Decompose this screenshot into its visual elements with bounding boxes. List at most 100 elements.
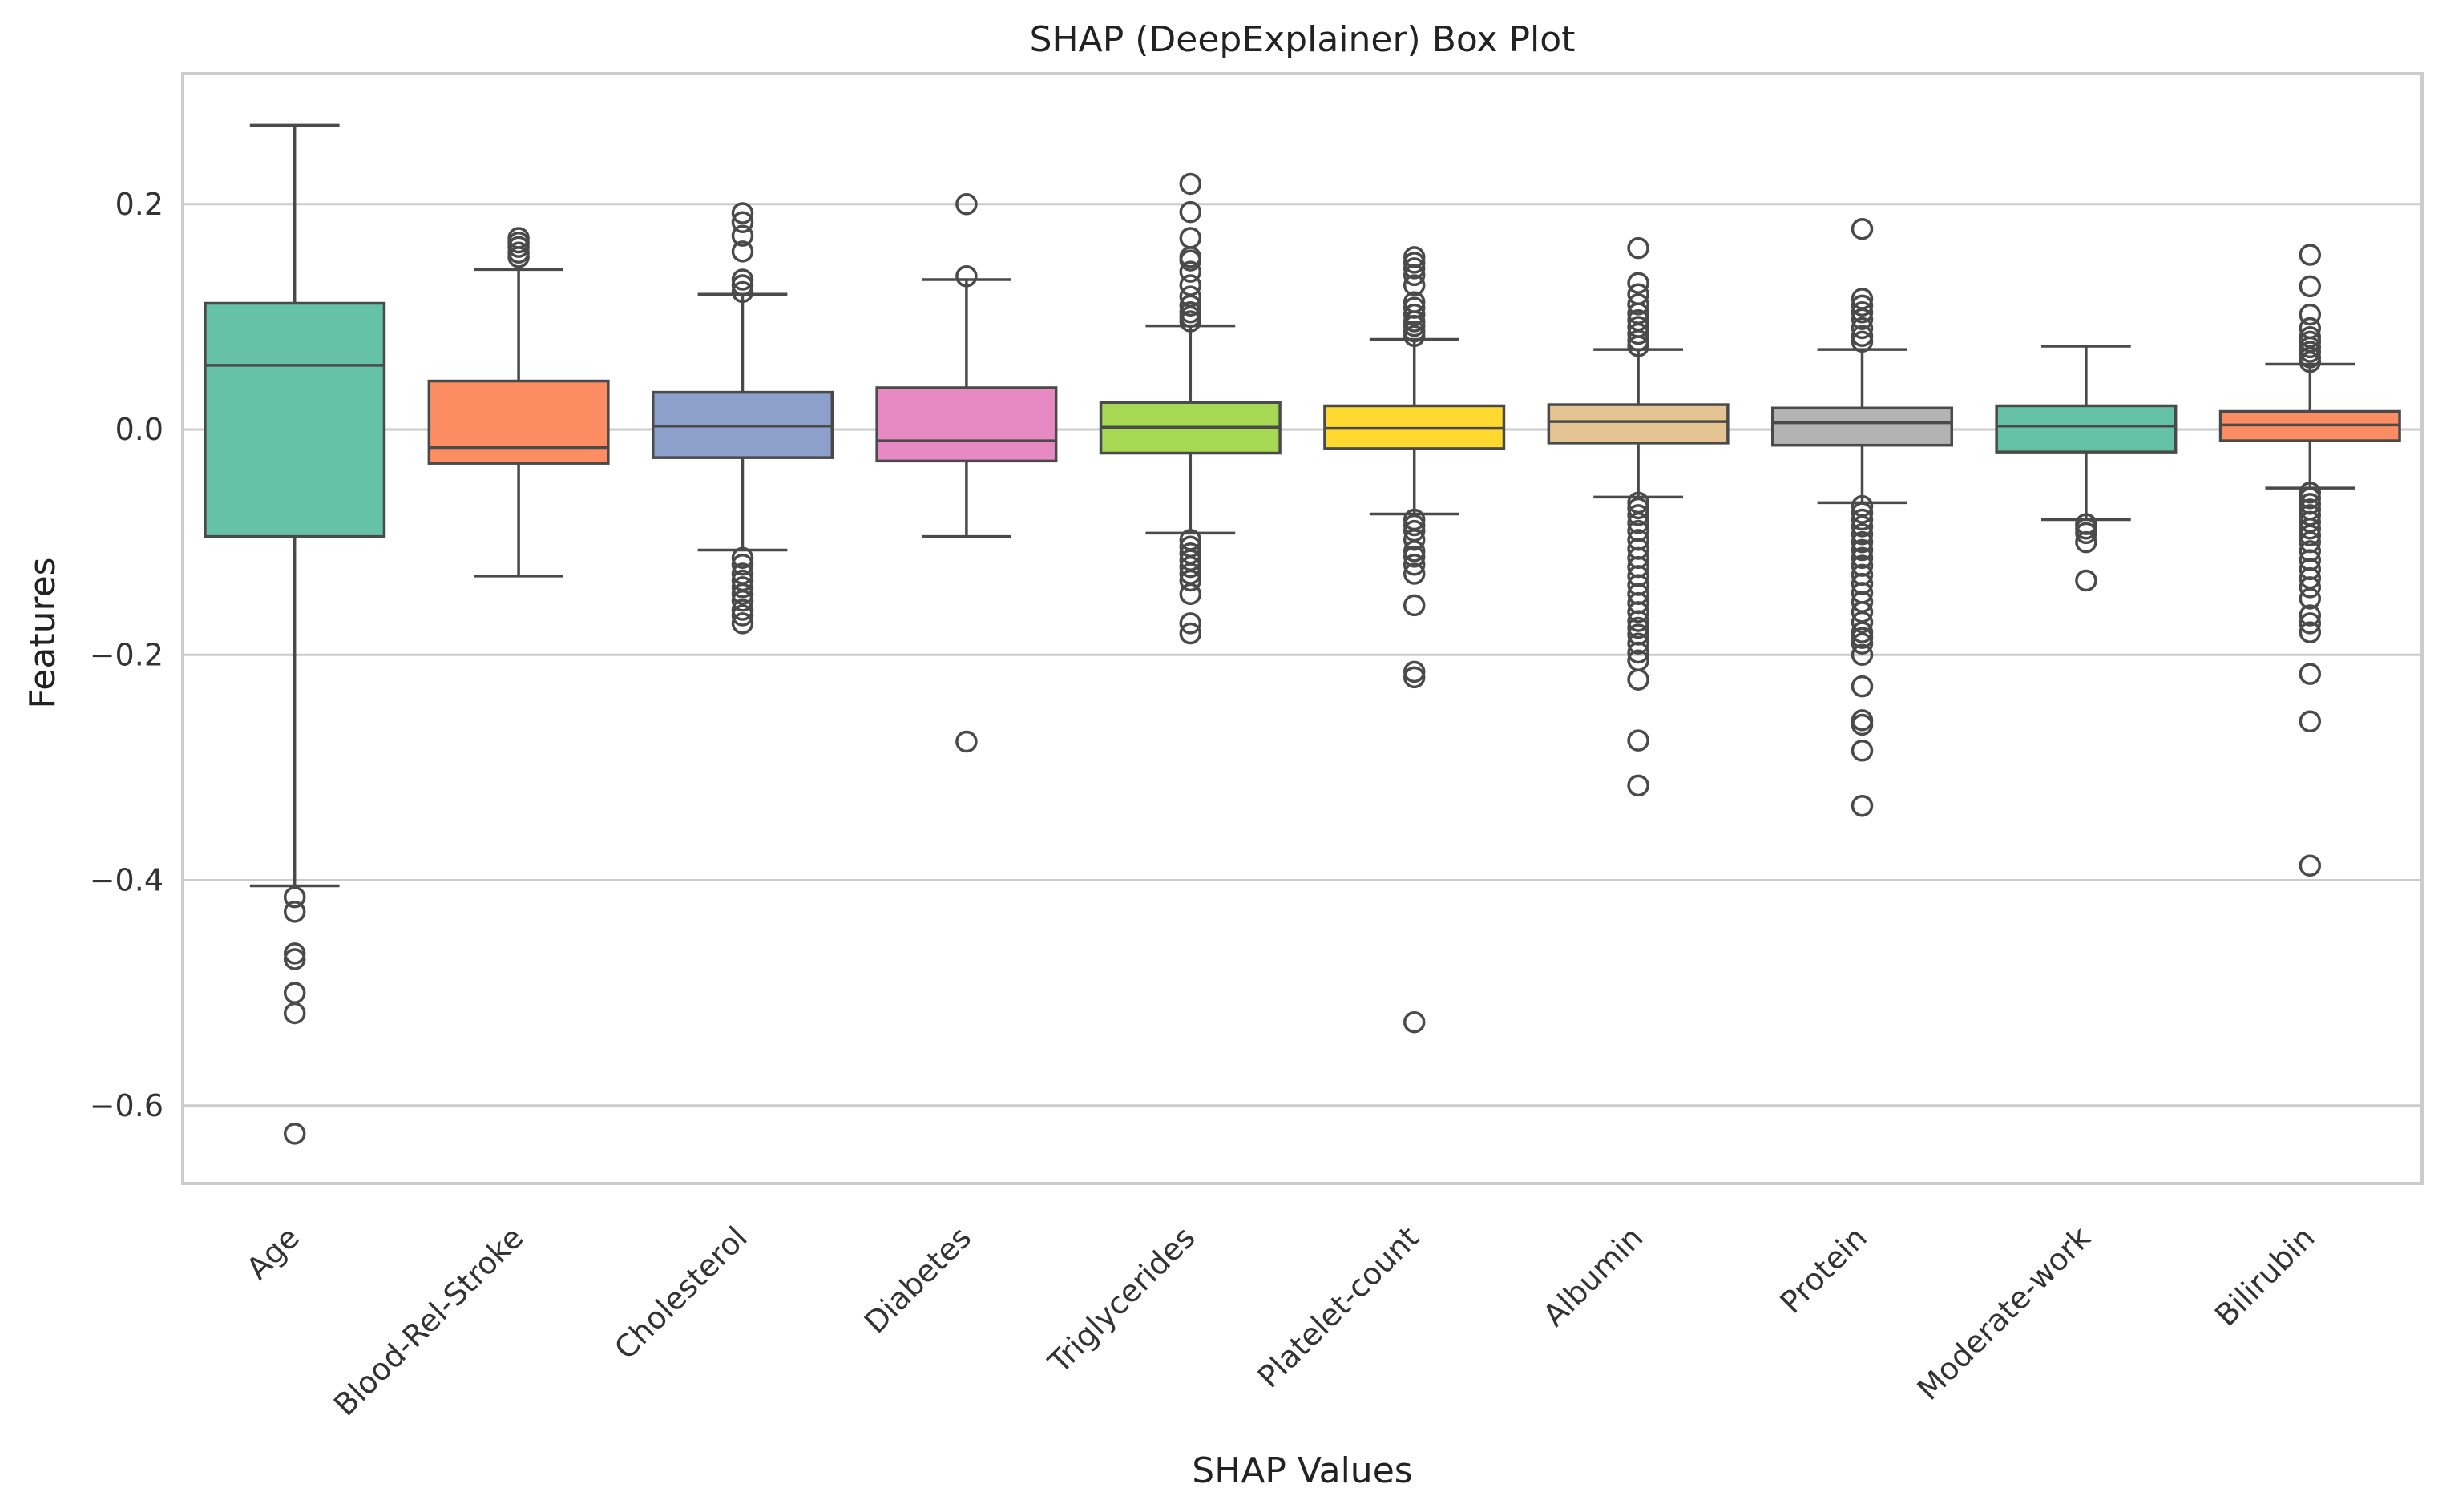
outlier-point [283,1123,306,1145]
outlier-point [731,268,754,291]
box-bilirubin [2218,244,2401,877]
outlier-point [1179,569,1202,592]
box-platelet-count [1323,246,1506,1034]
outlier-point [1851,643,1874,666]
y-axis-label: Features [22,557,63,708]
outlier-point [1851,530,1874,554]
outlier-point [2299,244,2322,266]
outlier-point [1179,172,1202,196]
outlier-point [283,982,306,1004]
outlier-point [2299,604,2322,627]
outlier-point [1403,296,1426,319]
box-albumin [1547,236,1730,797]
outlier-point [2075,569,2097,592]
outlier-point [1851,675,1874,698]
outlier-point [731,554,754,576]
outlier-point [2299,612,2322,635]
outlier-point [1627,272,1649,294]
outlier-point [1627,668,1649,691]
outlier-point [1179,583,1202,606]
outlier-point [2299,487,2322,510]
box-blood-rel-stroke [427,227,610,578]
outlier-point [1851,301,1874,324]
outlier-point [1403,529,1426,551]
outlier-point [955,193,978,216]
outlier-point [731,612,754,635]
outlier-point [1851,317,1874,340]
outlier-point [1851,330,1874,353]
outlier-point [1179,200,1202,224]
outlier-point [1627,601,1649,623]
outlier-point [1627,293,1649,316]
x-tick-labels: Age Blood-Rel-Stroke Cholesterol Diabetes Tr… [240,1220,2322,1422]
outlier-point [1627,641,1649,664]
outlier-point [1403,257,1426,280]
x-tick-label: Diabetes [858,1220,978,1340]
x-tick-label: Protein [1774,1220,1874,1320]
outlier-point [1851,515,1874,538]
outlier-point [1403,594,1426,617]
outlier-point [1403,274,1426,296]
outlier-point [1851,523,1874,546]
outlier-point [731,202,754,224]
outlier-point [2299,587,2322,610]
outlier-point [731,546,754,570]
box-triglycerides [1099,172,1282,645]
outlier-point [1179,622,1202,645]
outlier-point [283,901,306,923]
outlier-point [2299,275,2322,298]
outlier-point [1851,502,1874,524]
y-tick-label: −0.2 [90,637,163,672]
outlier-point [1627,504,1649,526]
outlier-point [1851,538,1874,562]
outlier-point [2299,317,2322,340]
outlier-point [1627,316,1649,338]
outlier-point [1403,246,1426,268]
outlier-point [1851,632,1874,655]
outlier-point [283,1002,306,1025]
outlier-point [731,274,754,296]
outlier-point [731,280,754,304]
outlier-point [955,730,978,753]
outlier-point [731,211,754,233]
iqr-box [875,386,1058,463]
chart-title: SHAP (DeepExplainer) Box Plot [1030,19,1576,60]
outlier-point [1179,305,1202,329]
outlier-point [1627,616,1649,639]
outlier-point [1851,294,1874,317]
x-axis-label: SHAP Values [1192,1450,1412,1491]
x-tick-label: Albumin [1536,1220,1650,1333]
outlier-point [2299,303,2322,326]
outlier-point [1403,303,1426,326]
outlier-point [1851,794,1874,817]
outlier-point [1851,709,1874,732]
outlier-point [1403,546,1426,568]
outlier-point [1403,666,1426,689]
x-tick-label: Age [240,1220,306,1286]
outlier-point [1627,610,1649,632]
outlier-point [507,227,530,249]
outlier-point [731,224,754,247]
x-tick-label: Triglycerides [1041,1220,1202,1381]
outlier-point [731,583,754,606]
outlier-point [1179,227,1202,249]
y-tick-label: 0.0 [115,412,163,447]
iqr-box [427,379,610,465]
box-cholesterol [651,202,834,635]
outlier-point [1627,497,1649,520]
outlier-point [1851,713,1874,736]
outlier-point [1627,236,1649,260]
iqr-box [1770,406,1954,447]
outlier-point [731,576,754,599]
outlier-point [1179,555,1202,579]
outlier-point [1851,508,1874,531]
outlier-point [1179,260,1202,283]
outlier-point [2075,522,2097,545]
outlier-point [1403,540,1426,562]
outlier-point [1179,301,1202,324]
outlier-point [1627,308,1649,332]
outlier-point [1403,291,1426,313]
outlier-point [2299,621,2322,643]
x-tick-label: Blood-Rel-Stroke [327,1220,530,1422]
